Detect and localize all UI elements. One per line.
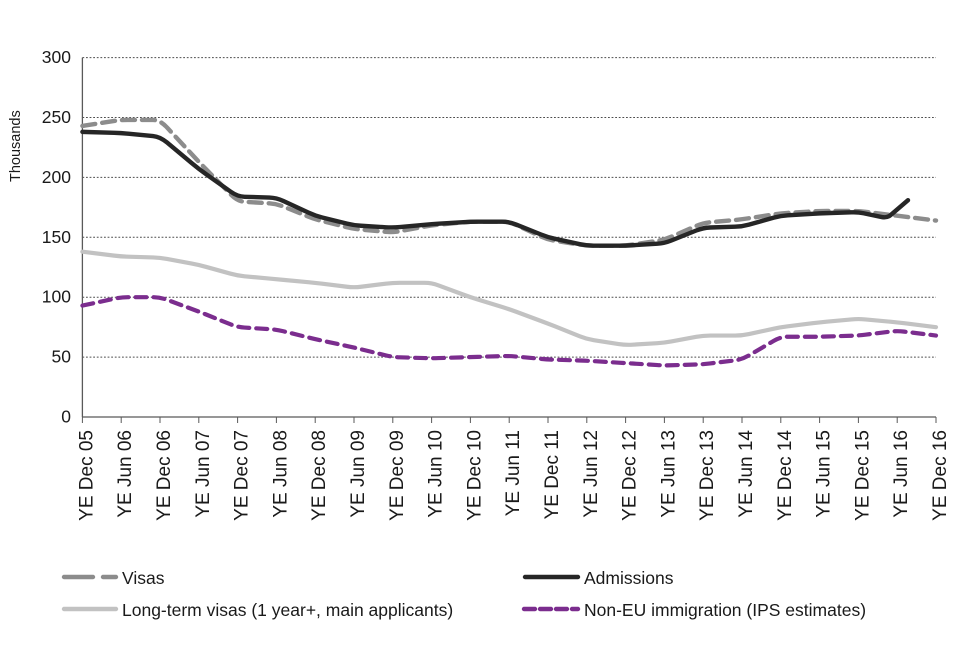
svg-text:YE Dec 11: YE Dec 11 <box>542 430 563 519</box>
svg-text:300: 300 <box>42 47 71 67</box>
svg-text:Non-EU immigration (IPS estima: Non-EU immigration (IPS estimates) <box>584 600 866 620</box>
svg-text:YE Dec 09: YE Dec 09 <box>387 430 408 521</box>
svg-text:100: 100 <box>42 287 71 307</box>
svg-text:YE Jun 16: YE Jun 16 <box>891 430 912 518</box>
svg-text:0: 0 <box>61 407 71 427</box>
svg-text:YE Dec 05: YE Dec 05 <box>76 430 97 521</box>
svg-text:YE Dec 07: YE Dec 07 <box>232 430 253 521</box>
svg-text:YE Jun 08: YE Jun 08 <box>270 430 291 518</box>
svg-text:YE Jun 09: YE Jun 09 <box>348 430 369 518</box>
svg-text:50: 50 <box>52 347 72 367</box>
svg-text:YE Jun 13: YE Jun 13 <box>658 430 679 518</box>
svg-text:YE Dec 15: YE Dec 15 <box>852 430 873 521</box>
svg-text:YE Jun 14: YE Jun 14 <box>736 430 757 518</box>
svg-text:YE Dec 12: YE Dec 12 <box>620 430 641 521</box>
svg-text:250: 250 <box>42 107 71 127</box>
svg-text:Visas: Visas <box>122 568 165 588</box>
svg-text:YE Jun 10: YE Jun 10 <box>426 430 447 518</box>
svg-text:Thousands: Thousands <box>8 110 24 182</box>
svg-text:YE Dec 06: YE Dec 06 <box>154 430 175 521</box>
svg-text:150: 150 <box>42 227 71 247</box>
svg-text:YE Jun 15: YE Jun 15 <box>814 430 835 518</box>
svg-text:YE Dec 14: YE Dec 14 <box>775 430 796 521</box>
svg-text:200: 200 <box>42 167 71 187</box>
svg-text:YE Dec 13: YE Dec 13 <box>697 430 718 521</box>
svg-text:Long-term visas (1 year+, main: Long-term visas (1 year+, main applicant… <box>122 600 453 620</box>
svg-text:YE Dec 16: YE Dec 16 <box>930 430 951 521</box>
svg-text:YE Jun 11: YE Jun 11 <box>503 430 524 516</box>
svg-text:YE Jun 06: YE Jun 06 <box>115 430 136 518</box>
svg-text:YE Jun 12: YE Jun 12 <box>581 430 602 518</box>
svg-text:YE Dec 10: YE Dec 10 <box>464 430 485 521</box>
svg-text:Admissions: Admissions <box>584 568 674 588</box>
svg-text:YE Dec 08: YE Dec 08 <box>309 430 330 521</box>
svg-text:YE Jun 07: YE Jun 07 <box>193 430 214 518</box>
